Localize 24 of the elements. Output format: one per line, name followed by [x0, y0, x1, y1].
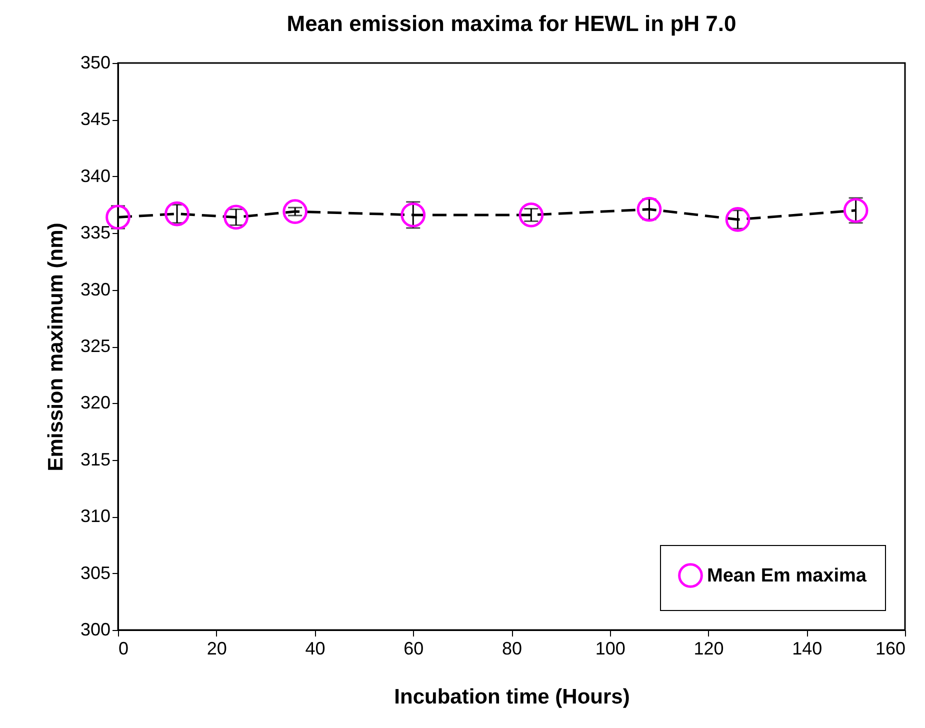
y-tick-label: 320: [80, 392, 110, 413]
x-tick-label: 140: [792, 638, 822, 658]
x-tick-label: 100: [595, 638, 626, 658]
x-tick-label: 80: [502, 638, 522, 658]
y-tick-label: 335: [80, 222, 110, 243]
x-tick-label: 60: [404, 638, 424, 658]
y-axis-title: Emission maximum (nm): [44, 222, 68, 472]
y-tick-label: 350: [80, 52, 110, 72]
y-tick-label: 330: [80, 279, 110, 300]
x-tick-label: 120: [694, 638, 724, 658]
x-tick-label: 160: [875, 638, 906, 658]
y-tick-label: 305: [80, 562, 110, 583]
y-tick-label: 300: [80, 620, 110, 640]
y-tick-label: 310: [80, 506, 110, 526]
y-tick-label: 345: [80, 109, 110, 130]
x-tick-label: 0: [118, 638, 129, 658]
y-tick-label: 315: [80, 449, 110, 470]
chart-title: Mean emission maxima for HEWL in pH 7.0: [286, 11, 736, 36]
y-tick-label: 325: [80, 336, 110, 356]
x-tick-label: 40: [305, 638, 326, 658]
y-tick-label: 340: [80, 166, 110, 186]
legend-label: Mean Em maxima: [707, 566, 867, 586]
x-axis-title: Incubation time (Hours): [394, 686, 630, 708]
x-tick-label: 20: [206, 638, 227, 658]
